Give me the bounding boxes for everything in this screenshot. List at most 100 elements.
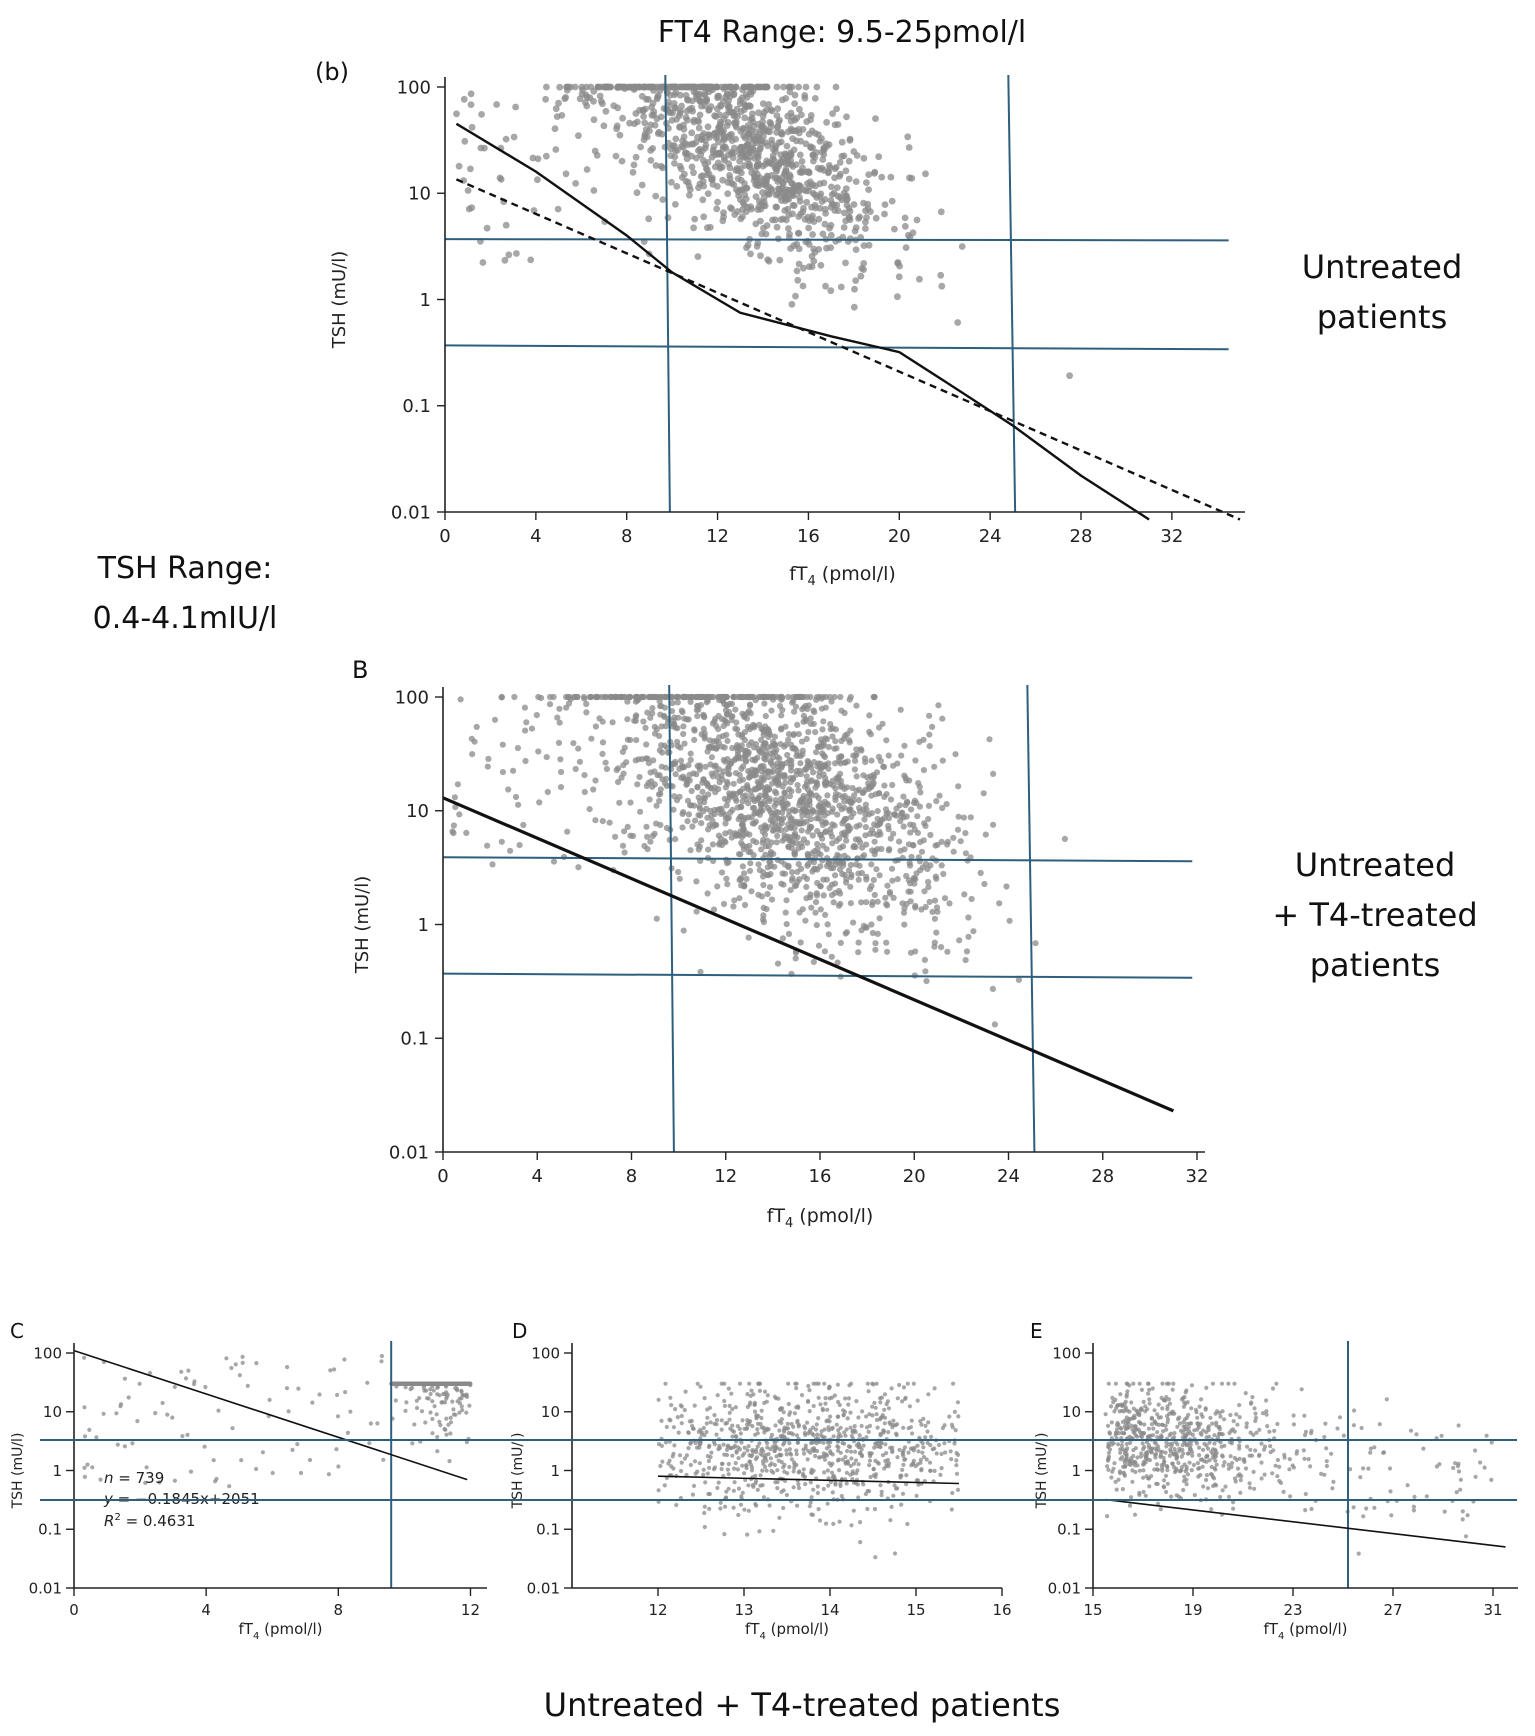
data-point <box>658 763 665 770</box>
data-point <box>936 1442 942 1448</box>
data-point <box>213 1479 218 1484</box>
data-point <box>760 775 767 782</box>
data-point <box>794 878 801 886</box>
data-point <box>1151 1433 1156 1438</box>
data-point <box>795 1420 800 1425</box>
data-point <box>923 978 930 985</box>
data-point <box>745 934 752 941</box>
data-point <box>746 1508 751 1513</box>
data-point <box>873 1405 878 1410</box>
data-point <box>649 705 656 712</box>
data-point <box>686 1446 691 1451</box>
data-point <box>958 243 966 250</box>
data-point <box>835 902 843 909</box>
data-point <box>693 908 700 915</box>
data-point <box>806 178 814 186</box>
data-point <box>747 126 755 134</box>
data-point <box>691 1483 697 1488</box>
data-point <box>708 754 716 761</box>
data-point <box>1061 835 1068 843</box>
data-point <box>840 224 848 231</box>
x-tick-label: 4 <box>530 526 541 547</box>
data-point <box>296 1386 301 1391</box>
data-point <box>831 165 839 173</box>
data-point <box>779 215 787 223</box>
data-point <box>779 935 787 942</box>
data-point <box>528 725 536 732</box>
data-point <box>836 1414 841 1419</box>
data-point <box>733 123 740 131</box>
data-point <box>851 1461 857 1466</box>
data-point <box>464 187 472 194</box>
data-point <box>638 181 646 189</box>
data-point <box>957 838 964 845</box>
group-label-bottom: Untreated + T4-treated patients <box>544 1686 1061 1724</box>
data-point <box>745 1404 750 1410</box>
data-point <box>843 876 850 883</box>
data-point <box>753 1432 758 1437</box>
data-point <box>792 292 799 300</box>
data-point <box>769 1432 775 1437</box>
data-point <box>719 1461 725 1466</box>
data-point <box>1244 1424 1249 1430</box>
data-point <box>705 846 712 853</box>
data-point <box>862 225 869 232</box>
data-point <box>870 876 877 884</box>
data-point <box>583 166 591 173</box>
data-point <box>852 844 859 851</box>
data-point <box>718 128 726 136</box>
data-point <box>878 1431 883 1436</box>
data-point <box>529 154 537 162</box>
y-tick-label: 1 <box>420 290 431 311</box>
data-point <box>626 119 633 127</box>
data-point <box>1192 1493 1197 1498</box>
data-point <box>796 767 803 775</box>
data-point <box>855 939 862 946</box>
data-point <box>799 812 806 819</box>
data-point <box>853 702 860 709</box>
data-point <box>688 129 696 137</box>
data-point <box>728 109 736 117</box>
data-point <box>739 1440 744 1445</box>
data-point <box>643 741 650 748</box>
data-point <box>672 201 679 208</box>
data-point <box>725 160 733 168</box>
data-point <box>900 793 907 800</box>
data-point <box>694 713 701 720</box>
data-point <box>881 782 888 789</box>
data-point <box>636 106 643 114</box>
data-point <box>1414 1432 1419 1437</box>
data-point <box>814 809 821 816</box>
data-point <box>741 901 749 909</box>
data-point <box>767 106 775 114</box>
data-point <box>1270 1386 1276 1391</box>
data-point <box>800 186 808 194</box>
data-point <box>907 821 914 828</box>
data-point <box>460 95 468 103</box>
data-point <box>627 83 634 91</box>
data-point <box>736 1512 741 1518</box>
x-tick-label: 12 <box>648 1601 667 1619</box>
data-point <box>1306 1457 1311 1462</box>
data-point <box>838 737 845 745</box>
reference-line-tsh-upper <box>444 238 1229 242</box>
data-point <box>484 763 491 770</box>
data-point <box>1408 1428 1414 1433</box>
data-point <box>829 805 836 812</box>
data-point <box>645 779 652 787</box>
data-point <box>696 763 703 771</box>
data-point <box>699 788 706 795</box>
data-point <box>98 1477 103 1482</box>
data-point <box>599 739 607 746</box>
data-point <box>674 699 681 706</box>
data-point <box>732 832 740 840</box>
data-point <box>767 1503 772 1508</box>
data-point <box>602 107 610 115</box>
data-point <box>768 1456 774 1461</box>
data-point <box>796 198 804 205</box>
data-point <box>819 835 826 842</box>
data-point <box>722 1452 727 1457</box>
data-point <box>702 142 710 149</box>
data-point <box>714 83 721 91</box>
data-point <box>101 1411 106 1416</box>
